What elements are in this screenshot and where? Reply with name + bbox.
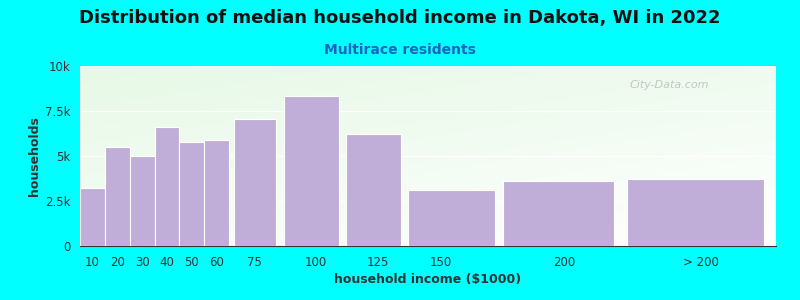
Bar xyxy=(80,188,105,246)
Text: City-Data.com: City-Data.com xyxy=(630,80,710,90)
Bar xyxy=(105,147,130,246)
Bar xyxy=(408,190,495,246)
Y-axis label: households: households xyxy=(28,116,41,196)
Bar xyxy=(346,134,401,246)
Bar xyxy=(179,142,204,246)
Bar xyxy=(502,181,614,246)
Bar xyxy=(284,96,338,246)
Bar xyxy=(627,179,763,246)
Bar xyxy=(130,156,154,246)
Text: Distribution of median household income in Dakota, WI in 2022: Distribution of median household income … xyxy=(79,9,721,27)
Bar xyxy=(234,119,276,246)
Bar xyxy=(204,140,229,246)
Text: Multirace residents: Multirace residents xyxy=(324,44,476,58)
X-axis label: household income ($1000): household income ($1000) xyxy=(334,273,522,286)
Bar xyxy=(154,127,179,246)
